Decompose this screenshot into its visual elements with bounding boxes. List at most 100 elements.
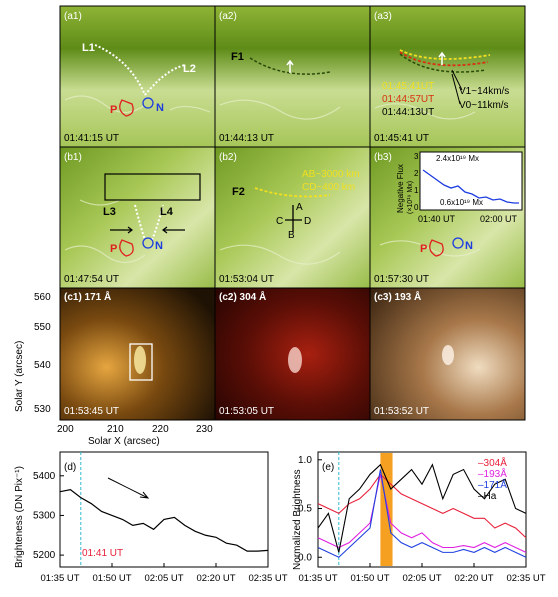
inset-ytick-2: 2 — [414, 169, 419, 178]
loop-l2 — [144, 64, 186, 96]
label-cd: CD~400 km — [302, 182, 355, 193]
chart-d-xtick: 01:35 UT — [40, 573, 79, 584]
chart-d: (d) 01:41 UT Brighteness (DN Pix⁻¹) 5400… — [14, 451, 288, 584]
label-l4: L4 — [160, 206, 174, 218]
chart-d-label: (d) — [64, 462, 76, 473]
chart-e-xtick: 02:35 UT — [506, 573, 545, 584]
panel-a1 — [59, 5, 216, 148]
time-a2: 01:44:13 UT — [219, 133, 274, 144]
time-c1: 01:53:45 UT — [64, 406, 119, 417]
chart-e-xtick: 01:50 UT — [350, 573, 389, 584]
inset-flux-lo: 0.6x10¹⁹ Mx — [440, 198, 483, 207]
c1-brightening — [134, 346, 146, 374]
leader-v1 — [451, 69, 463, 91]
contour-n-b3 — [452, 237, 464, 249]
inset-ytick-3: 3 — [414, 152, 419, 161]
label-c3: (c3) 193 Å — [374, 290, 421, 303]
arrow-left — [162, 226, 185, 234]
label-a3: (a3) — [374, 11, 392, 22]
box-region — [104, 173, 201, 201]
filament-f1 — [249, 57, 331, 75]
label-b2: (b2) — [219, 152, 237, 163]
label-a2: (a2) — [219, 11, 237, 22]
chart-d-xtick: 02:35 UT — [248, 573, 287, 584]
label-l2: L2 — [183, 63, 196, 75]
a2-annotations: F1 — [231, 51, 331, 75]
time-c3: 01:53:52 UT — [374, 406, 429, 417]
label-d: D — [304, 216, 311, 227]
chart-e-series-Ha — [317, 463, 527, 553]
chart-d-frame — [59, 451, 269, 568]
label-l3: L3 — [103, 206, 116, 218]
chart-e-legend-entry: –171Å — [478, 478, 507, 491]
chart-d-marker-label: 01:41 UT — [82, 548, 123, 559]
c-ytick-560: 560 — [34, 292, 51, 303]
c-xtick-220: 220 — [152, 424, 169, 435]
loop-l4 — [151, 204, 164, 241]
chart-e: (e) Normalized Brightness 0.0 0.5 1.0 01:35… — [292, 451, 546, 584]
leader-v0 — [451, 73, 461, 105]
inset-yunit: (×10¹⁹ Mx) — [407, 181, 414, 214]
chart-e-xtick: 02:20 UT — [454, 573, 493, 584]
c-ylabel: Solar Y (arcsec) — [14, 341, 25, 412]
b1-annotations: L3 L4 P N — [103, 173, 201, 257]
filament-f2 — [254, 187, 331, 198]
c3-brightening — [442, 345, 454, 365]
time-b3: 01:57:30 UT — [374, 274, 429, 285]
arrow-up — [286, 59, 294, 73]
label-p-b3: P — [420, 243, 427, 255]
chart-e-frame — [317, 451, 527, 568]
a3-time-3: 01:44:13UT — [382, 107, 434, 118]
label-ab: AB~3000 km — [302, 169, 360, 180]
label-a: A — [296, 202, 303, 213]
contour-p — [119, 99, 134, 117]
panel-a3 — [369, 5, 526, 148]
chart-e-ytick: 0.0 — [298, 552, 312, 563]
panel-a2 — [214, 5, 371, 148]
row-c: (c1) 171 Å (c2) 304 Å (c3) 193 Å 01:53:4… — [59, 287, 526, 421]
chart-d-xtick: 02:20 UT — [196, 573, 235, 584]
label-p: P — [110, 104, 117, 116]
inset-xstart: 01:40 UT — [418, 214, 456, 224]
contour-p-b1 — [119, 239, 134, 257]
a3-time-2: 01:44:57UT — [382, 94, 434, 105]
inset-flux-line — [422, 169, 519, 204]
loop-l1 — [94, 44, 146, 96]
chart-e-label: (e) — [322, 462, 334, 473]
chart-e-legend-entry: –304Å — [478, 456, 507, 469]
chart-e-legend-entry: –193Å — [478, 467, 507, 480]
label-f2: F2 — [232, 186, 245, 198]
c-xtick-200: 200 — [57, 424, 74, 435]
time-a1: 01:41:15 UT — [64, 133, 119, 144]
trace-3 — [399, 53, 487, 73]
label-p-b1: P — [110, 243, 117, 255]
c-xlabel: Solar X (arcsec) — [88, 436, 160, 447]
arrow-up-a3 — [438, 51, 446, 65]
label-f1: F1 — [231, 51, 244, 63]
label-n-b3: N — [465, 240, 473, 252]
chart-d-ytick: 5300 — [33, 510, 56, 521]
time-c2: 01:53:05 UT — [219, 406, 274, 417]
arrow-right — [110, 226, 133, 234]
chart-d-series-line — [59, 489, 269, 552]
c1-box — [129, 343, 153, 381]
row-a — [59, 5, 526, 148]
time-b2: 01:53:04 UT — [219, 274, 274, 285]
label-b3: (b3) — [374, 152, 392, 163]
label-c1: (c1) 171 Å — [64, 290, 111, 303]
chart-d-ytick: 5400 — [33, 471, 56, 482]
chart-e-series-193Å — [317, 474, 527, 553]
label-l1: L1 — [82, 42, 95, 54]
c-axes: 560 550 540 530 Solar Y (arcsec) 200 210… — [14, 292, 213, 447]
label-n: N — [156, 102, 164, 114]
chart-e-ytick: 0.5 — [298, 504, 312, 515]
c-ytick-540: 540 — [34, 360, 51, 371]
c-xtick-230: 230 — [196, 424, 213, 435]
chart-e-ylabel: Normalized Brightness — [292, 469, 303, 570]
time-a3: 01:45:41 UT — [374, 133, 429, 144]
inset-flux-hi: 2.4x10¹⁹ Mx — [436, 154, 479, 163]
contour-p-b3 — [429, 239, 444, 257]
a3-time-1: 01:45:41UT — [382, 81, 434, 92]
ab-labels: (a1) (a2) (a3) 01:41:15 UT 01:44:13 UT 0… — [64, 11, 429, 285]
inset-ytick-1: 1 — [414, 186, 419, 195]
